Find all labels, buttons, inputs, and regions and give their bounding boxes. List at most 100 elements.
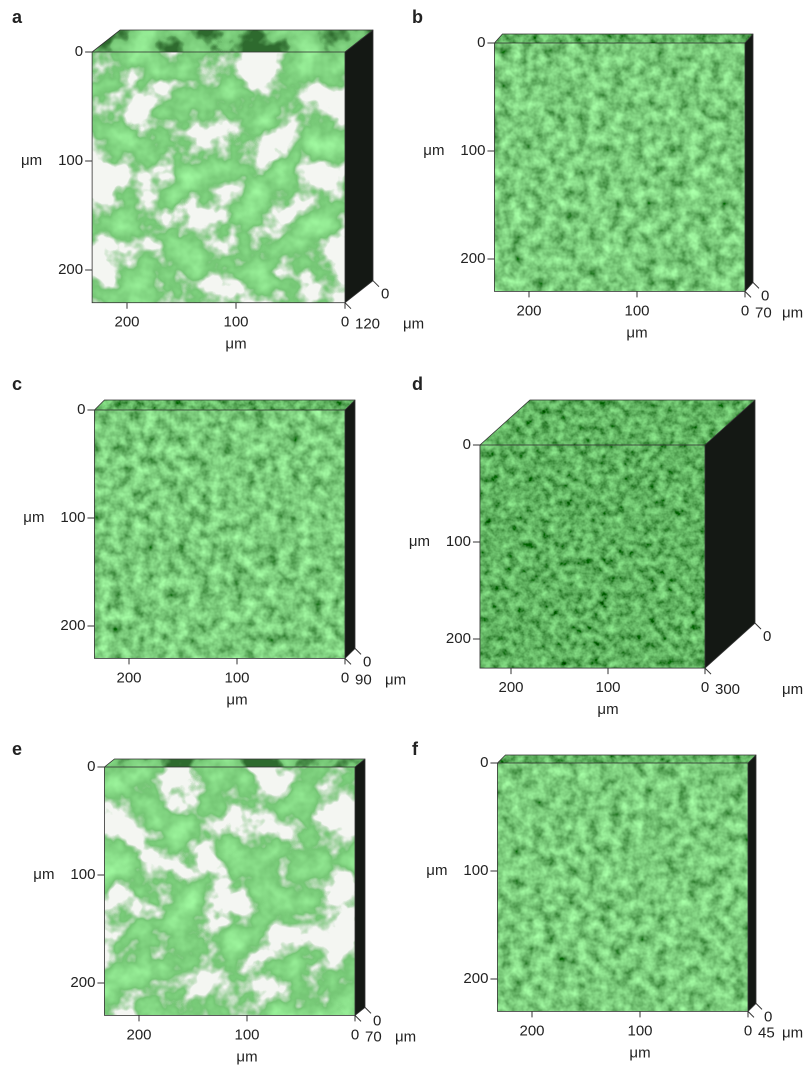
- x-tick-label: 100: [224, 669, 249, 686]
- x-unit: μm: [226, 691, 247, 708]
- panel-label: f: [412, 739, 419, 759]
- y-tick-label: 200: [58, 261, 83, 278]
- x-tick-label: 100: [624, 302, 649, 319]
- z-tick: [755, 623, 761, 629]
- x-tick-label: 0: [744, 1022, 752, 1039]
- x-tick-label: 100: [234, 1026, 259, 1043]
- x-tick-label: 200: [116, 669, 141, 686]
- y-tick-label: 200: [460, 250, 485, 267]
- z-tick-label: 120: [355, 316, 380, 333]
- panel-label: b: [412, 7, 423, 27]
- top-texture: [92, 30, 373, 52]
- y-unit: μm: [423, 142, 444, 159]
- z-unit: μm: [385, 671, 406, 688]
- z-unit: μm: [782, 681, 803, 698]
- front-texture: [104, 767, 355, 1015]
- z-tick-label: 90: [355, 671, 372, 688]
- y-tick-label: 100: [446, 533, 471, 550]
- z-tick-label: 0: [381, 286, 389, 303]
- x-unit: μm: [626, 324, 647, 341]
- x-tick-label: 0: [341, 669, 349, 686]
- z-tick: [345, 658, 351, 664]
- front-texture: [494, 43, 745, 291]
- y-unit: μm: [409, 533, 430, 550]
- x-tick-label: 0: [341, 314, 349, 331]
- z-tick-label: 70: [755, 304, 772, 321]
- side-face: [705, 400, 755, 668]
- y-tick-label: 0: [480, 754, 488, 771]
- x-unit: μm: [597, 701, 618, 718]
- front-texture: [92, 52, 345, 303]
- y-unit: μm: [33, 866, 54, 883]
- z-tick-label: 0: [764, 1008, 772, 1025]
- z-tick: [365, 1007, 371, 1013]
- top-texture: [104, 759, 365, 767]
- y-tick-label: 100: [463, 862, 488, 879]
- x-tick-label: 200: [516, 302, 541, 319]
- panel: d0100200μm2001000μm0300μm: [409, 374, 803, 718]
- z-tick: [355, 648, 361, 654]
- z-unit: μm: [395, 1028, 416, 1045]
- y-tick-label: 100: [58, 152, 83, 169]
- z-tick: [748, 1011, 754, 1017]
- front-texture: [94, 410, 345, 658]
- y-tick-label: 200: [60, 617, 85, 634]
- z-tick-label: 0: [373, 1012, 381, 1029]
- z-unit: μm: [782, 1024, 803, 1041]
- panel-label: d: [412, 374, 423, 394]
- y-tick-label: 0: [463, 436, 471, 453]
- x-tick-label: 200: [126, 1026, 151, 1043]
- x-unit: μm: [236, 1048, 257, 1065]
- y-tick-label: 200: [463, 970, 488, 987]
- y-tick-label: 0: [477, 34, 485, 51]
- y-tick-label: 0: [87, 758, 95, 775]
- top-texture: [494, 34, 753, 43]
- y-unit: μm: [23, 509, 44, 526]
- panel-label: e: [12, 739, 22, 759]
- x-tick-label: 200: [114, 314, 139, 331]
- x-tick-label: 200: [498, 679, 523, 696]
- y-tick-label: 200: [70, 974, 95, 991]
- side-face: [745, 34, 753, 291]
- y-tick-label: 100: [460, 142, 485, 159]
- z-tick: [756, 1003, 762, 1009]
- z-tick-label: 0: [761, 287, 769, 304]
- x-tick-label: 100: [627, 1022, 652, 1039]
- y-tick-label: 0: [77, 401, 85, 418]
- z-tick: [705, 668, 711, 674]
- x-tick-label: 200: [519, 1022, 544, 1039]
- z-tick: [753, 282, 759, 288]
- x-tick-label: 0: [741, 302, 749, 319]
- x-unit: μm: [629, 1044, 650, 1061]
- side-face: [345, 30, 373, 303]
- z-tick-label: 0: [363, 653, 371, 670]
- z-tick-label: 0: [763, 628, 771, 645]
- front-texture: [497, 763, 748, 1011]
- y-unit: μm: [21, 152, 42, 169]
- x-tick-label: 0: [351, 1026, 359, 1043]
- panel-label: a: [12, 7, 23, 27]
- x-tick-label: 100: [595, 679, 620, 696]
- panel-label: c: [12, 374, 22, 394]
- side-face: [748, 755, 756, 1011]
- z-unit: μm: [782, 304, 803, 321]
- z-unit: μm: [403, 316, 424, 333]
- z-tick: [745, 291, 751, 297]
- y-tick-label: 100: [70, 866, 95, 883]
- y-tick-label: 100: [60, 509, 85, 526]
- z-tick-label: 45: [758, 1024, 775, 1041]
- z-tick: [355, 1015, 361, 1021]
- figure: a0100200μm2001000μm0120μmb0100200μm20010…: [0, 0, 810, 1076]
- x-tick-label: 100: [223, 314, 248, 331]
- z-tick-label: 70: [365, 1028, 382, 1045]
- x-unit: μm: [225, 336, 246, 353]
- x-tick-label: 0: [701, 679, 709, 696]
- z-tick-label: 300: [715, 681, 740, 698]
- z-tick: [345, 303, 351, 309]
- front-texture: [480, 445, 705, 668]
